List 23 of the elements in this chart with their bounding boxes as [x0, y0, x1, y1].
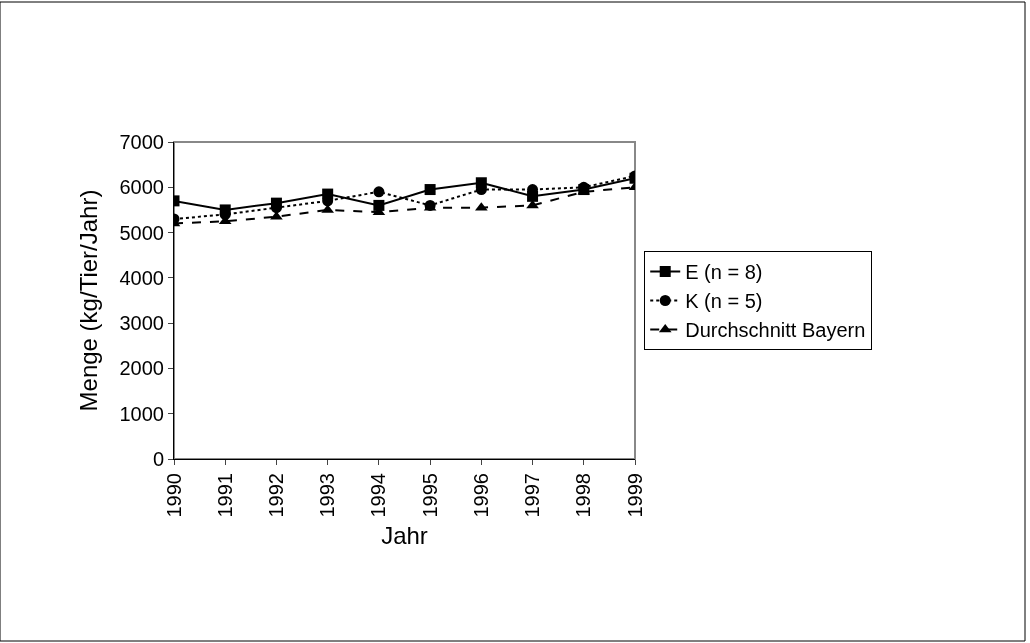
y-tick-label: 7000 — [119, 131, 164, 153]
y-axis-title: Menge (kg/Tier/Jahr) — [74, 189, 102, 412]
legend-label: K (n = 5) — [685, 290, 763, 313]
y-tick-label: 0 — [152, 448, 164, 470]
x-axis-title: Jahr — [381, 521, 428, 549]
y-tick-label: 4000 — [119, 266, 164, 289]
x-tick-label: 1998 — [572, 473, 595, 518]
y-tick-label: 3000 — [119, 312, 164, 335]
x-tick-label: 1994 — [367, 473, 390, 518]
y-tick-label: 2000 — [119, 357, 164, 380]
y-tick-label: 6000 — [119, 176, 164, 199]
legend-label: Durchschnitt Bayern — [685, 319, 866, 342]
x-tick-label: 1995 — [418, 473, 441, 518]
x-tick-label: 1993 — [316, 473, 339, 518]
x-tick-label: 1992 — [264, 473, 287, 518]
x-tick-label: 1997 — [521, 473, 544, 518]
x-tick-label: 1990 — [162, 473, 185, 518]
y-tick-label: 1000 — [119, 402, 164, 425]
x-tick-label: 1999 — [623, 473, 646, 518]
legend-label: E (n = 8) — [685, 261, 763, 284]
x-tick-label: 1996 — [469, 473, 492, 518]
x-tick-label: 1991 — [213, 473, 236, 518]
y-tick-label: 5000 — [119, 221, 164, 244]
